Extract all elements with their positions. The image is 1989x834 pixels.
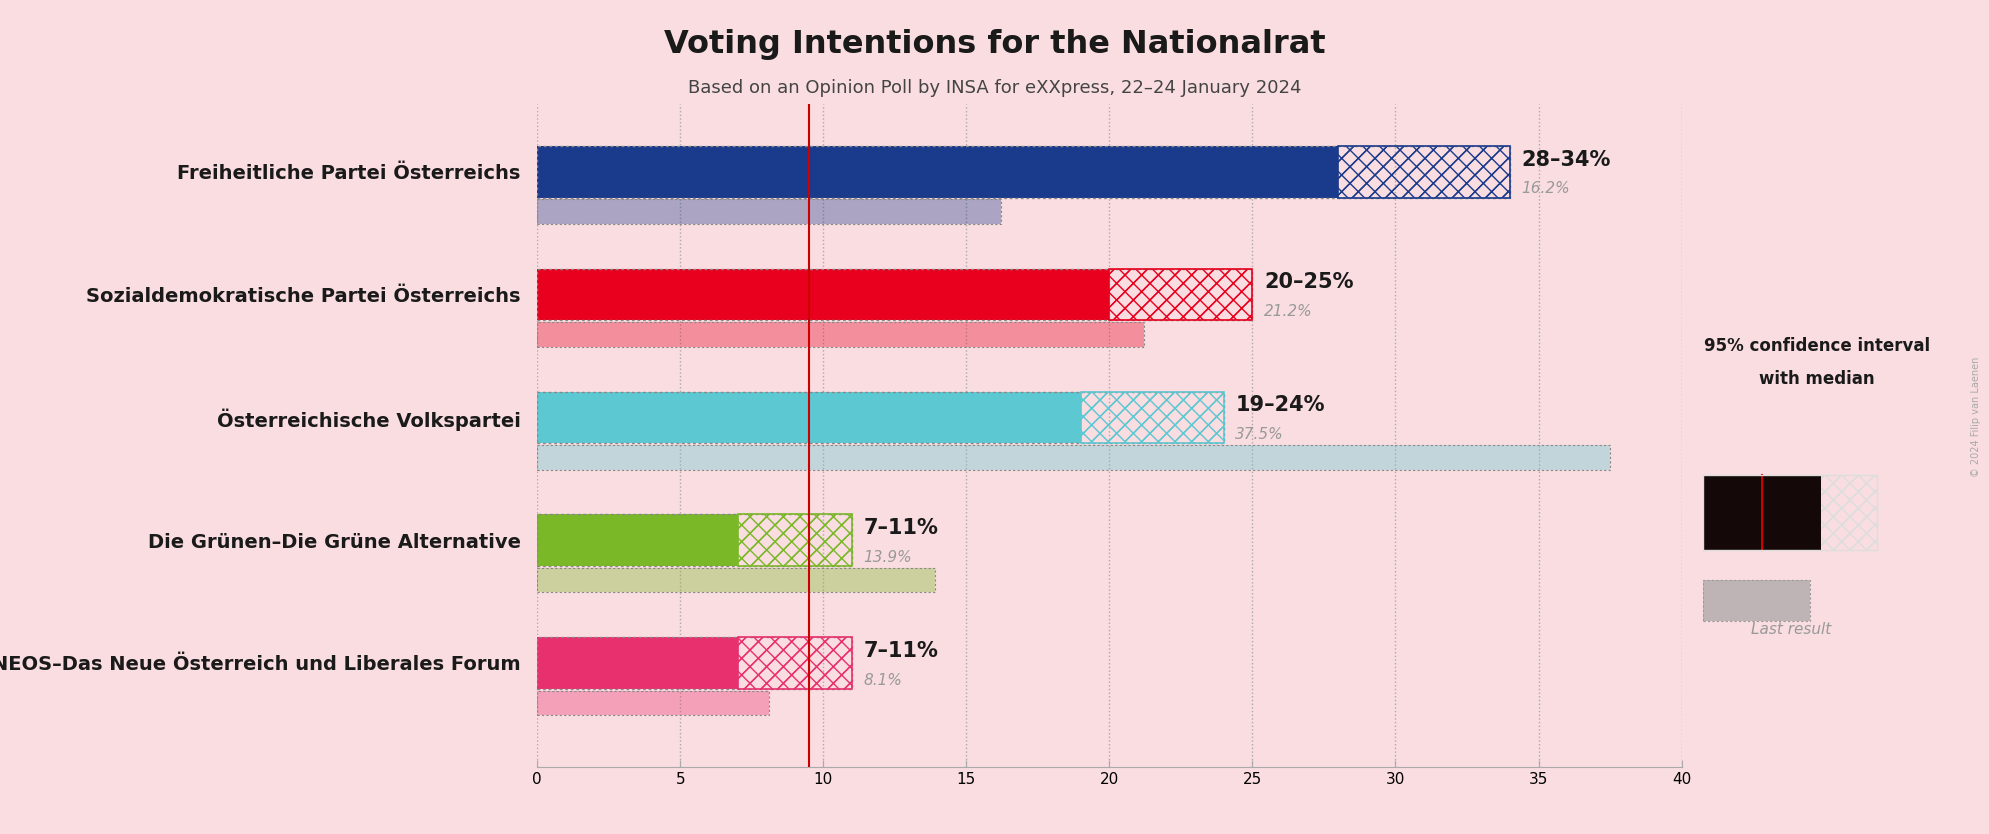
Bar [738,637,851,689]
Bar [1820,475,1876,550]
Bar [1080,392,1223,443]
Text: 16.2%: 16.2% [1520,182,1569,197]
Bar [537,568,935,592]
Text: Based on an Opinion Poll by INSA for eXXpress, 22–24 January 2024: Based on an Opinion Poll by INSA for eXX… [688,79,1301,98]
Text: 19–24%: 19–24% [1235,395,1325,415]
Bar [1108,269,1251,320]
Bar [738,515,851,566]
Bar [738,515,851,566]
Bar [537,146,1337,198]
Bar [1080,392,1223,443]
Bar [1703,475,1820,550]
Bar [1337,146,1510,198]
Bar [537,445,1609,470]
Text: Last result: Last result [1750,622,1830,637]
Text: 20–25%: 20–25% [1263,272,1353,292]
Bar [1108,269,1251,320]
Bar [537,637,738,689]
Bar [537,322,1144,347]
Text: 13.9%: 13.9% [863,550,911,565]
Text: 7–11%: 7–11% [863,641,939,661]
Text: 28–34%: 28–34% [1520,149,1609,169]
Bar [1820,475,1876,550]
Bar [537,691,768,715]
Bar [738,637,851,689]
Bar [1703,580,1808,620]
Text: © 2024 Filip van Laenen: © 2024 Filip van Laenen [1969,357,1981,477]
Text: 7–11%: 7–11% [863,518,939,538]
Text: 8.1%: 8.1% [863,672,901,687]
Bar [537,199,1000,224]
Text: 95% confidence interval: 95% confidence interval [1703,337,1929,355]
Text: Voting Intentions for the Nationalrat: Voting Intentions for the Nationalrat [664,29,1325,60]
Text: 37.5%: 37.5% [1235,427,1283,442]
Text: with median: with median [1758,370,1874,389]
Text: 21.2%: 21.2% [1263,304,1313,319]
Bar [537,392,1080,443]
Bar [537,269,1108,320]
Bar [537,515,738,566]
Bar [1337,146,1510,198]
